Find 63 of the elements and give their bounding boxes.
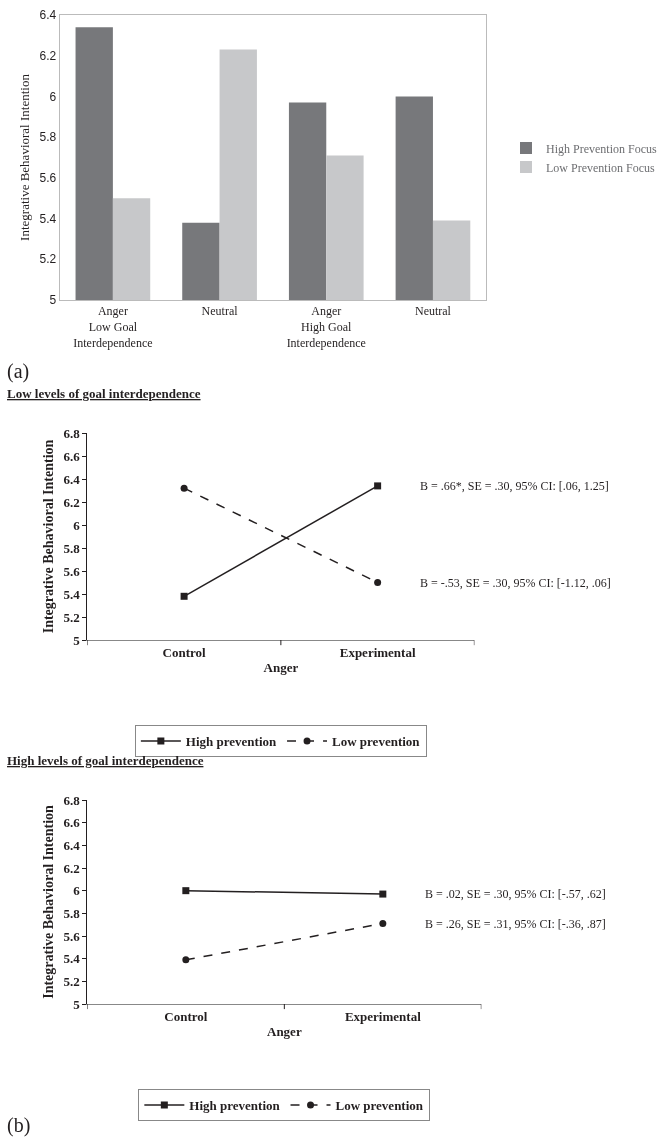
y-tick-label: 6 (73, 517, 81, 533)
y-tick-label: 6.2 (63, 494, 80, 510)
x-tick-label: Neutral (414, 304, 452, 319)
text: (b) (7, 1114, 31, 1137)
y-tick-label: 6 (49, 89, 57, 104)
y-tick-label: 5.8 (39, 130, 57, 145)
y-tick-label: 6.8 (63, 792, 81, 808)
y-tick-label: 5.6 (63, 928, 81, 944)
annotation: B = .66*, SE = .30, 95% CI: [.06, 1.25] (420, 479, 609, 493)
x-tick-label: Anger High Goal Interdependence (286, 304, 366, 350)
x-tick-label: Control (162, 644, 207, 660)
x-tick-label: Experimental (344, 1008, 422, 1024)
chart-title: Low levels of goal interdependence (7, 386, 201, 401)
x-axis-title: Anger (267, 1024, 302, 1040)
y-tick-label: 6.2 (63, 860, 80, 876)
point (379, 890, 387, 898)
y-tick-label: 6.2 (39, 48, 57, 63)
x-tick-label: Experimental (339, 644, 416, 660)
point (180, 484, 188, 492)
y-tick-label: 6.4 (63, 471, 81, 487)
y-tick-label: 5.4 (39, 211, 57, 226)
annotation: B = .26, SE = .31, 95% CI: [-.36, .87] (425, 917, 606, 931)
text: (a) (7, 360, 30, 383)
x-tick-label: Anger Low Goal Interdependence (73, 304, 153, 350)
x-tick-label: Control (164, 1008, 208, 1024)
x-tick-label: Neutral (201, 304, 239, 319)
y-tick-label: 6.4 (63, 837, 81, 853)
point (180, 592, 188, 600)
point (374, 482, 382, 490)
y-tick-label: 6 (73, 883, 81, 899)
y-tick-label: 6.8 (63, 425, 81, 441)
y-tick-label: 5.8 (63, 540, 81, 556)
y-tick-label: 6.4 (39, 8, 57, 23)
chart-title: High levels of goal interdependence (7, 753, 204, 768)
y-tick-label: 5 (73, 632, 81, 648)
annotation: B = .02, SE = .30, 95% CI: [-.57, .62] (425, 887, 606, 901)
y-axis-title: Integrative Behavioral Intention (41, 804, 57, 999)
y-tick-label: 5 (73, 996, 81, 1012)
x-axis-title: Anger (263, 660, 299, 676)
point (182, 956, 190, 964)
legend-label: Low prevention (335, 1098, 424, 1114)
y-tick-label: 5.2 (63, 973, 80, 989)
legend-label: High prevention (185, 734, 278, 750)
legend-label: Low Prevention Focus (546, 160, 655, 175)
y-tick-label: 5.8 (63, 905, 81, 921)
point (379, 920, 387, 928)
y-tick-label: 5.6 (39, 171, 57, 186)
legend-label: Low prevention (332, 734, 421, 750)
annotation: B = -.53, SE = .30, 95% CI: [-1.12, .06] (420, 576, 611, 590)
y-axis-title: Integrative Behavioral Intention (17, 73, 33, 241)
y-tick-label: 5.2 (39, 252, 57, 267)
y-tick-label: 6.6 (63, 448, 81, 464)
y-tick-label: 5.2 (63, 609, 80, 625)
point (374, 579, 382, 586)
y-tick-label: 6.6 (63, 815, 81, 831)
point (182, 887, 190, 895)
legend-label: High prevention (189, 1098, 281, 1114)
y-tick-label: 5.4 (63, 951, 81, 967)
y-tick-label: 5.6 (63, 563, 81, 579)
y-axis-title: Integrative Behavioral Intention (41, 439, 57, 634)
y-tick-label: 5.4 (63, 586, 81, 602)
legend-label: High Prevention Focus (546, 141, 657, 156)
y-tick-label: 5 (49, 293, 57, 308)
